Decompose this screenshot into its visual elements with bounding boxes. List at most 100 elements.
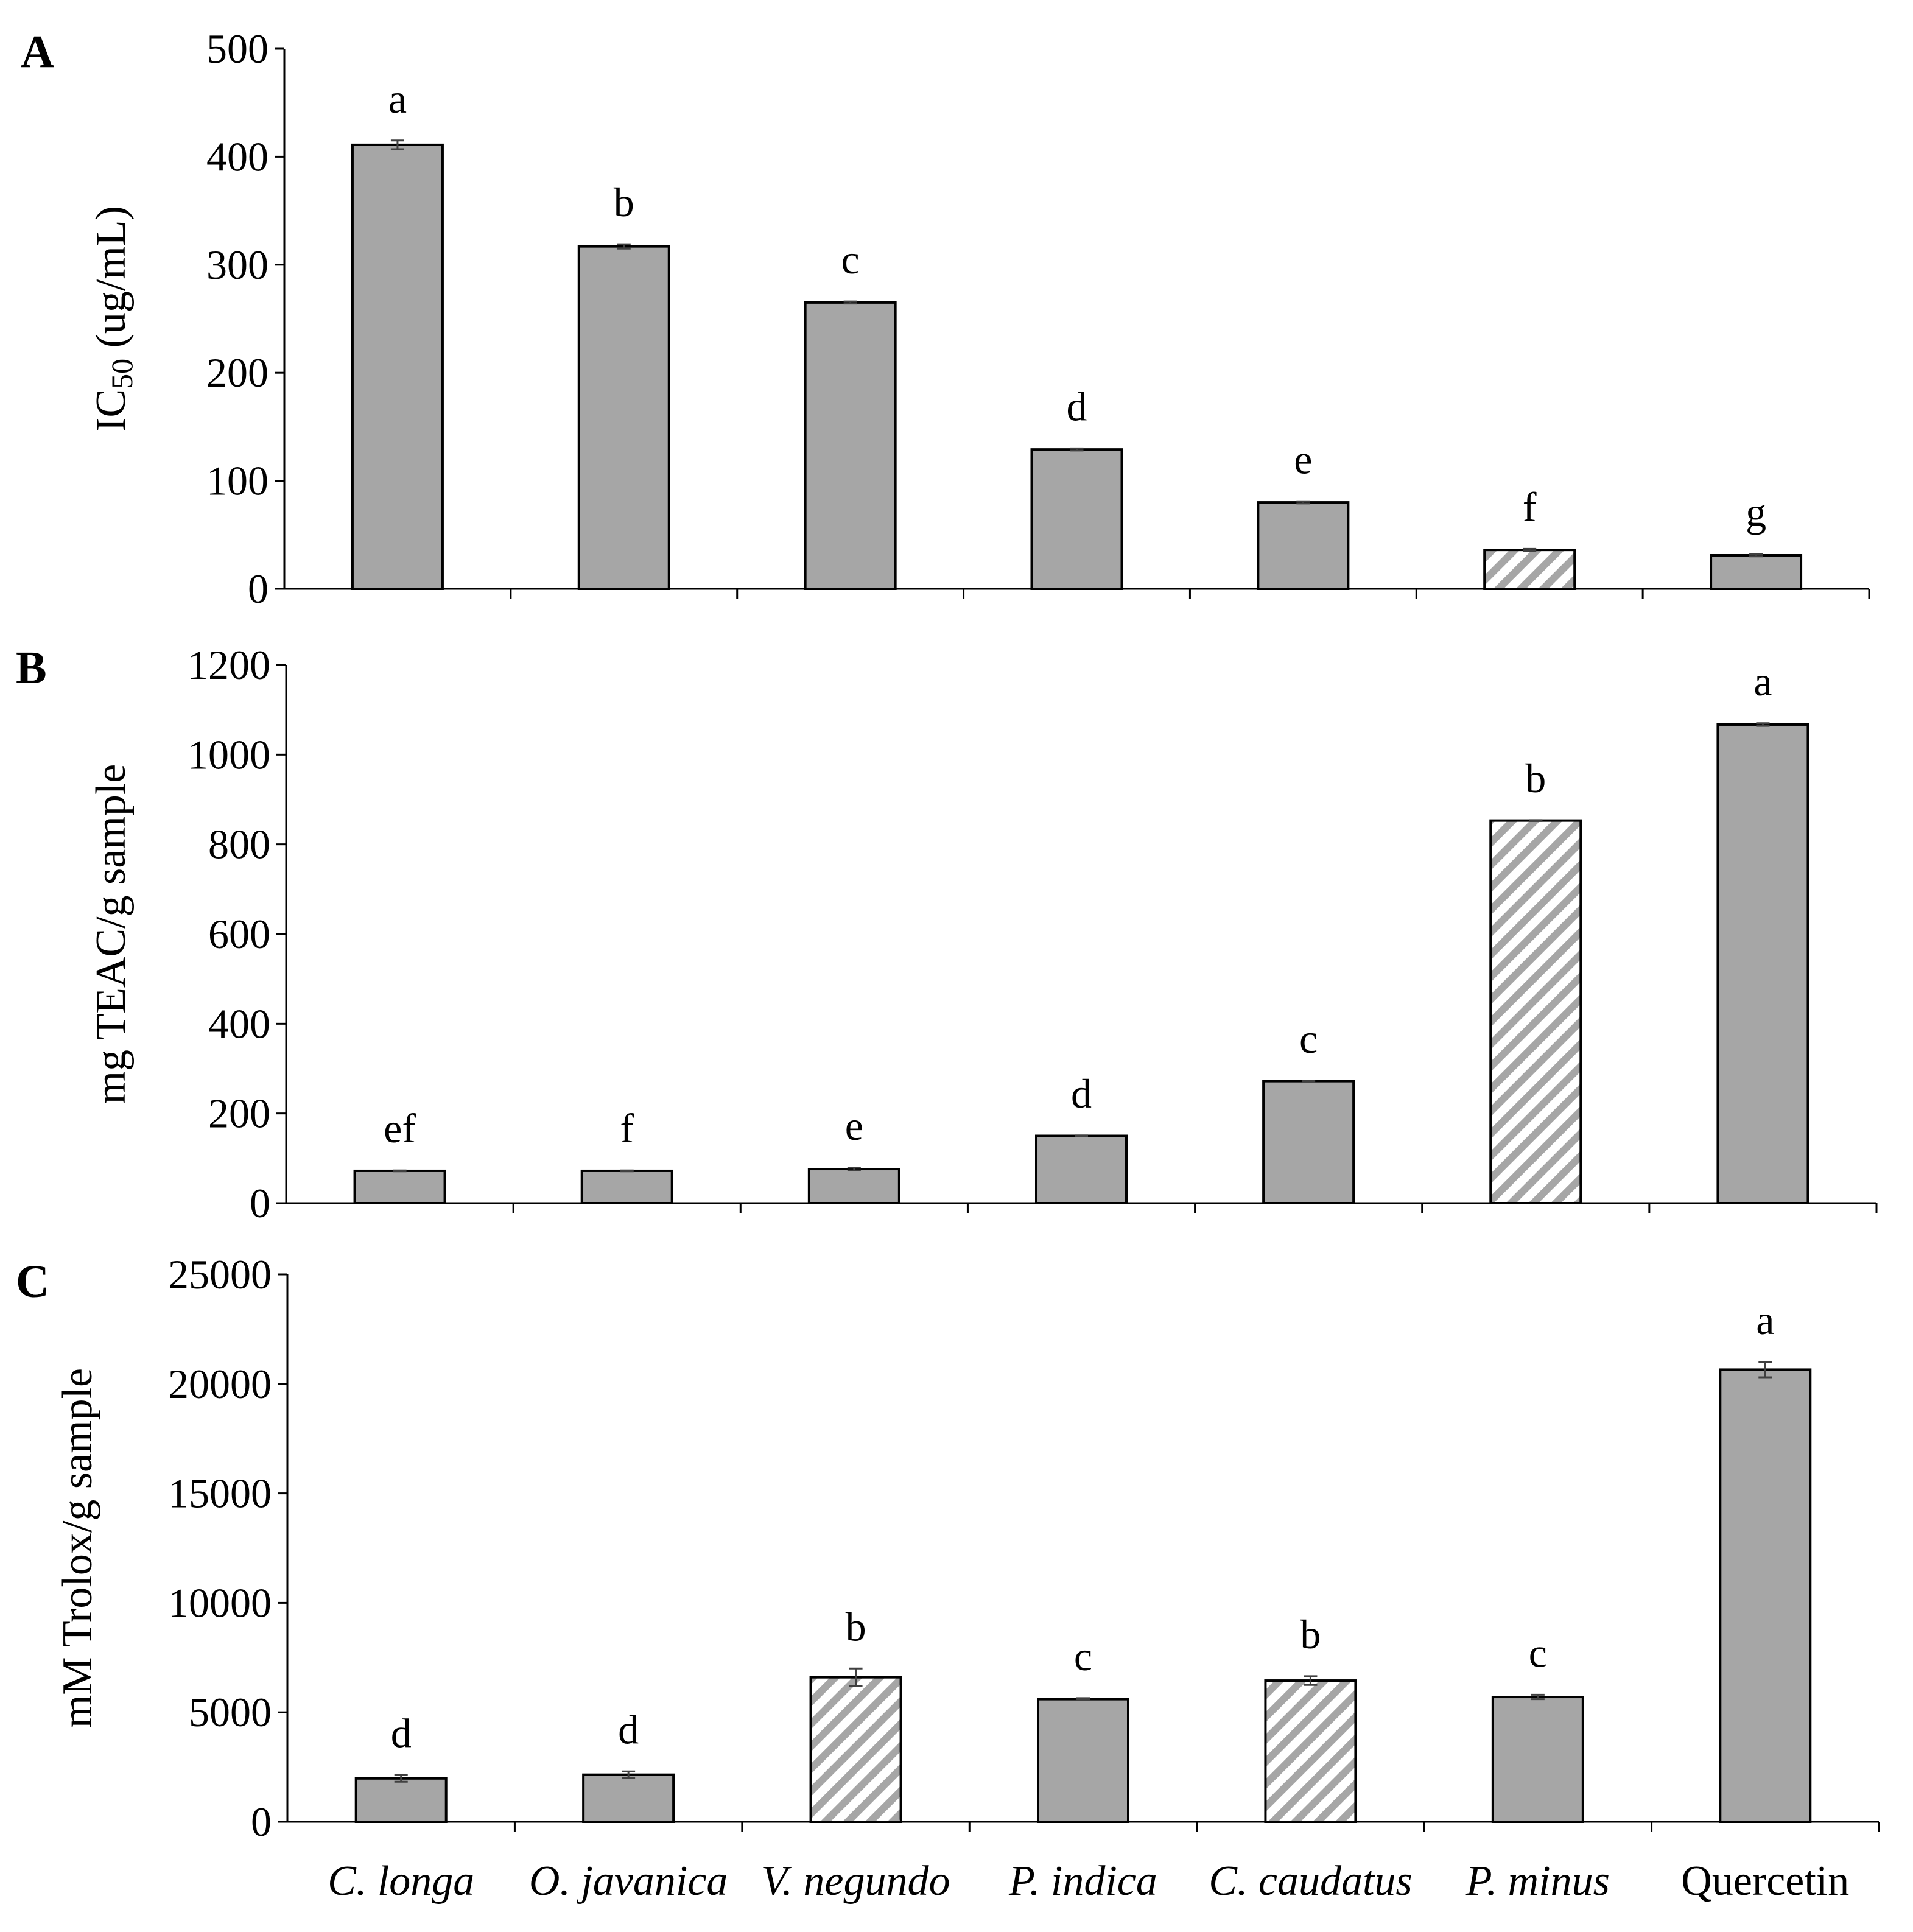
panel-b-y-tick-label: 200 <box>208 1091 270 1137</box>
panel-c-error-bar <box>1304 1675 1318 1686</box>
panel-a-significance-letter: a <box>388 76 407 122</box>
y-title-subscript: 50 <box>105 359 139 389</box>
panel-c-bar <box>809 1676 902 1824</box>
panel-c-significance-letter: a <box>1756 1297 1774 1343</box>
panel-a-significance-letter: f <box>1523 483 1537 530</box>
y-title-main: IC <box>88 389 135 432</box>
category-label: P. indica <box>1008 1858 1157 1905</box>
panel-a-y-tick-label: 200 <box>206 350 269 396</box>
panel-a-y-tick-label: 0 <box>248 566 269 612</box>
panel-a-bar <box>1710 554 1803 590</box>
panel-b-bar <box>1035 1134 1128 1204</box>
category-label: C. longa <box>328 1858 474 1905</box>
panel-b-significance-letter: ef <box>384 1105 416 1151</box>
category-label: P. minus <box>1465 1858 1610 1905</box>
panel-b-y-tick-label: 600 <box>208 911 270 957</box>
panel-b-error-bar <box>1756 722 1770 727</box>
panel-b-error-bar <box>847 1167 861 1171</box>
panel-c-bar <box>1491 1696 1584 1824</box>
panel-a-y-axis-title: IC50 (ug/mL) <box>88 206 139 432</box>
panel-a-significance-letter: e <box>1294 436 1312 482</box>
panel-a-letter: A <box>21 26 54 77</box>
category-label: V. negundo <box>762 1858 950 1905</box>
panel-a-error-bar <box>617 243 631 250</box>
panel-b-bar <box>353 1169 446 1204</box>
panel-a-error-bar <box>1070 447 1084 452</box>
panel-a-y-tick-label: 100 <box>206 458 269 504</box>
panel-a-bar <box>1483 549 1576 590</box>
panel-c-error-bar <box>1531 1693 1545 1701</box>
panel-a-error-bar <box>1523 547 1537 552</box>
panel-b-significance-letter: c <box>1299 1016 1318 1062</box>
panel-b-error-bar <box>393 1169 407 1173</box>
panel-c-bar <box>1264 1679 1357 1824</box>
panel-c-bar <box>354 1777 448 1824</box>
panel-a-error-bar <box>843 300 857 305</box>
panel-b-bar <box>1489 819 1582 1204</box>
panel-a-error-bar <box>1749 553 1763 558</box>
panel-c-bar <box>1037 1698 1129 1824</box>
panel-a-error-bar <box>1296 500 1310 505</box>
category-label: C. caudatus <box>1209 1858 1412 1905</box>
panel-c-error-bar <box>1758 1361 1772 1379</box>
panel-b-bar <box>1262 1080 1355 1205</box>
panel-a-bar <box>1030 448 1123 590</box>
y-title-rest: (ug/mL) <box>88 206 135 359</box>
panel-c-y-tick-label: 5000 <box>189 1689 272 1735</box>
panel-c-significance-letter: d <box>618 1706 639 1752</box>
panel-c-letter: C <box>16 1256 49 1307</box>
panel-a-significance-letter: g <box>1746 489 1766 535</box>
panel-b-error-bar <box>620 1169 634 1173</box>
panel-c-chart: C 0 5000 10000 15000 20000 25000 mM Trolox/g sa… <box>16 1251 1880 1845</box>
panel-b-bar <box>580 1169 673 1204</box>
panel-c-error-bar <box>622 1770 636 1779</box>
panel-b-y-tick-label: 0 <box>250 1180 270 1226</box>
panel-b-bar <box>1716 723 1809 1204</box>
panel-c-error-bar <box>849 1667 863 1687</box>
panel-a-significance-letter: c <box>841 236 860 283</box>
panel-b-significance-letter: e <box>845 1103 863 1149</box>
panel-b-significance-letter: b <box>1525 755 1546 801</box>
panel-c-significance-letter: b <box>1300 1611 1321 1657</box>
panel-c-error-bar <box>394 1774 408 1783</box>
category-label: O. javanica <box>529 1858 728 1905</box>
panel-c-y-tick-label: 10000 <box>168 1579 272 1626</box>
panel-a-bar <box>351 143 444 591</box>
panel-c-y-axis-title: mM Trolox/g sample <box>54 1368 101 1728</box>
panel-c-y-tick-label: 0 <box>251 1799 272 1845</box>
panel-b-significance-letter: d <box>1071 1070 1092 1117</box>
panel-b-y-tick-label: 1200 <box>188 642 270 688</box>
category-axis-labels: C. longa O. javanica V. negundo P. indica C.… <box>328 1858 1849 1905</box>
panel-b-y-tick-label: 800 <box>208 821 270 868</box>
panel-c-significance-letter: c <box>1529 1629 1547 1676</box>
panel-b-error-bar <box>1529 819 1543 822</box>
panel-a-bar <box>1257 501 1350 591</box>
panel-c-significance-letter: b <box>846 1603 866 1649</box>
panel-c-significance-letter: d <box>391 1710 412 1756</box>
panel-a-significance-letter: b <box>614 179 634 225</box>
panel-b-y-axis-title: mg TEAC/g sample <box>88 764 135 1105</box>
panel-b-bar <box>807 1168 900 1204</box>
panel-b-significance-letter: f <box>620 1105 634 1151</box>
panel-a-y-tick-label: 400 <box>206 133 269 180</box>
panel-c-significance-letter: c <box>1074 1633 1092 1679</box>
panel-c-bar <box>582 1773 675 1824</box>
panel-b-letter: B <box>16 642 47 694</box>
panel-b-significance-letter: a <box>1753 658 1772 704</box>
panel-b-y-tick-label: 1000 <box>188 731 270 778</box>
panel-a-significance-letter: d <box>1067 383 1087 429</box>
panel-a-error-bar <box>390 139 404 150</box>
panel-c-y-tick-label: 25000 <box>168 1251 272 1298</box>
panel-a-bar <box>577 245 670 590</box>
panel-c-error-bar <box>1076 1697 1090 1701</box>
panel-a-y-tick-label: 500 <box>206 26 269 72</box>
panel-c-bar <box>1719 1368 1812 1823</box>
panel-a-bar <box>804 301 897 590</box>
panel-c-y-tick-label: 20000 <box>168 1361 272 1407</box>
panel-c-y-tick-label: 15000 <box>168 1470 272 1517</box>
panel-a-chart: A 0 100 200 300 400 500 IC50 (ug/mL) a b c d e f g <box>21 26 1870 612</box>
category-label: Quercetin <box>1681 1858 1849 1905</box>
panel-b-y-tick-label: 400 <box>208 1000 270 1047</box>
